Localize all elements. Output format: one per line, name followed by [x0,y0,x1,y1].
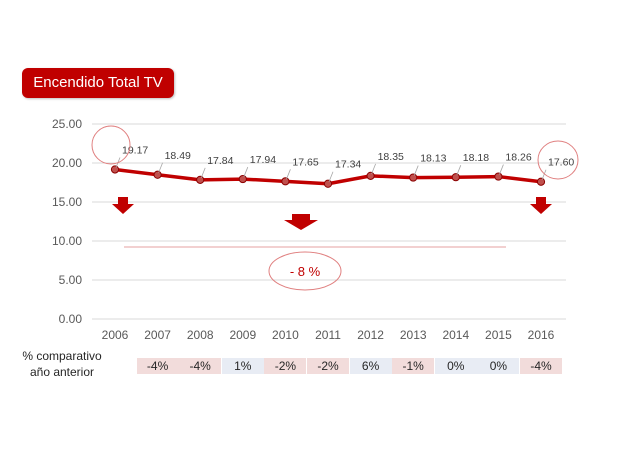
x-tick-label: 2014 [442,328,469,342]
data-point [536,177,546,186]
x-tick-label: 2007 [144,328,171,342]
data-point [281,177,290,186]
y-tick-label: 25.00 [52,117,82,131]
x-tick-label: 2010 [272,328,299,342]
data-point [323,179,333,188]
data-point [153,170,162,179]
y-tick-label: 20.00 [52,156,82,170]
comparison-label: % comparativo año anterior [14,348,110,380]
data-label: 18.35 [378,151,404,163]
data-point [409,173,418,182]
x-tick-label: 2015 [485,328,512,342]
data-labels: 19.17 18.49 17.84 17.94 17.65 17.34 18.35 18.13… [115,144,574,182]
data-point [110,165,120,174]
leader-line [243,166,249,178]
data-label: 17.65 [292,156,318,168]
leader-line [158,162,163,173]
leader-line [499,164,504,175]
annotation-ellipse [268,251,342,291]
y-axis-ticks: 25.00 20.00 15.00 10.00 5.00 0.00 [52,117,82,326]
leader-line [200,167,206,178]
data-point [451,173,460,182]
leader-line [328,171,334,182]
down-arrow-icon [112,197,134,214]
data-point [196,175,205,184]
data-label: 19.17 [122,144,148,156]
leader-line [413,165,419,176]
comparison-cell: 0% [434,358,477,374]
comparison-cell: -2% [264,358,307,374]
data-label: 18.49 [165,150,191,162]
x-tick-label: 2009 [229,328,256,342]
data-label: 18.26 [505,152,531,164]
data-point [238,174,247,184]
annotation-text: - 8 % [290,264,321,279]
comparison-cell: -4% [520,358,562,374]
x-tick-label: 2008 [187,328,214,342]
comparison-cell: -2% [307,358,349,374]
comparison-cell: 6% [349,358,392,374]
x-tick-label: 2012 [357,328,384,342]
comparison-label-line1: % comparativo [22,349,102,363]
y-tick-label: 5.00 [59,273,83,287]
down-arrow-icon [284,214,318,230]
series-marks [110,165,546,188]
comparison-cell: 0% [477,358,520,374]
comparison-cell: 1% [221,358,264,374]
data-label: 18.18 [463,152,489,164]
chart-title-badge: Encendido Total TV [22,68,174,98]
x-tick-label: 2013 [400,328,427,342]
comparison-cell: -4% [179,358,222,374]
x-tick-label: 2011 [315,328,341,342]
y-tick-label: 10.00 [52,234,82,248]
highlight-ellipse-2006 [91,125,131,165]
x-tick-label: 2006 [102,328,129,342]
data-label: 17.34 [335,159,361,171]
leader-line [456,165,462,176]
comparison-label-line2: año anterior [29,365,95,379]
y-tick-label: 15.00 [52,195,82,209]
comparison-cell: -1% [392,358,435,374]
highlight-ellipse-2016 [537,140,579,180]
data-label: 17.60 [548,157,574,169]
data-point [494,172,503,181]
leader-line [541,169,547,180]
comparison-cell: -4% [136,358,179,374]
leader-line [371,163,376,175]
x-axis-ticks: 2006 2007 2008 2009 2010 2011 2012 2013 2014 2015… [102,328,555,342]
x-tick-label: 2016 [528,328,555,342]
grid-lines [92,123,566,320]
leader-line [286,169,291,180]
data-point [366,171,375,180]
y-tick-label: 0.00 [59,312,83,326]
data-label: 17.94 [250,154,276,166]
data-label: 17.84 [207,155,233,167]
data-label: 18.13 [420,153,446,165]
down-arrow-icon [530,197,552,214]
